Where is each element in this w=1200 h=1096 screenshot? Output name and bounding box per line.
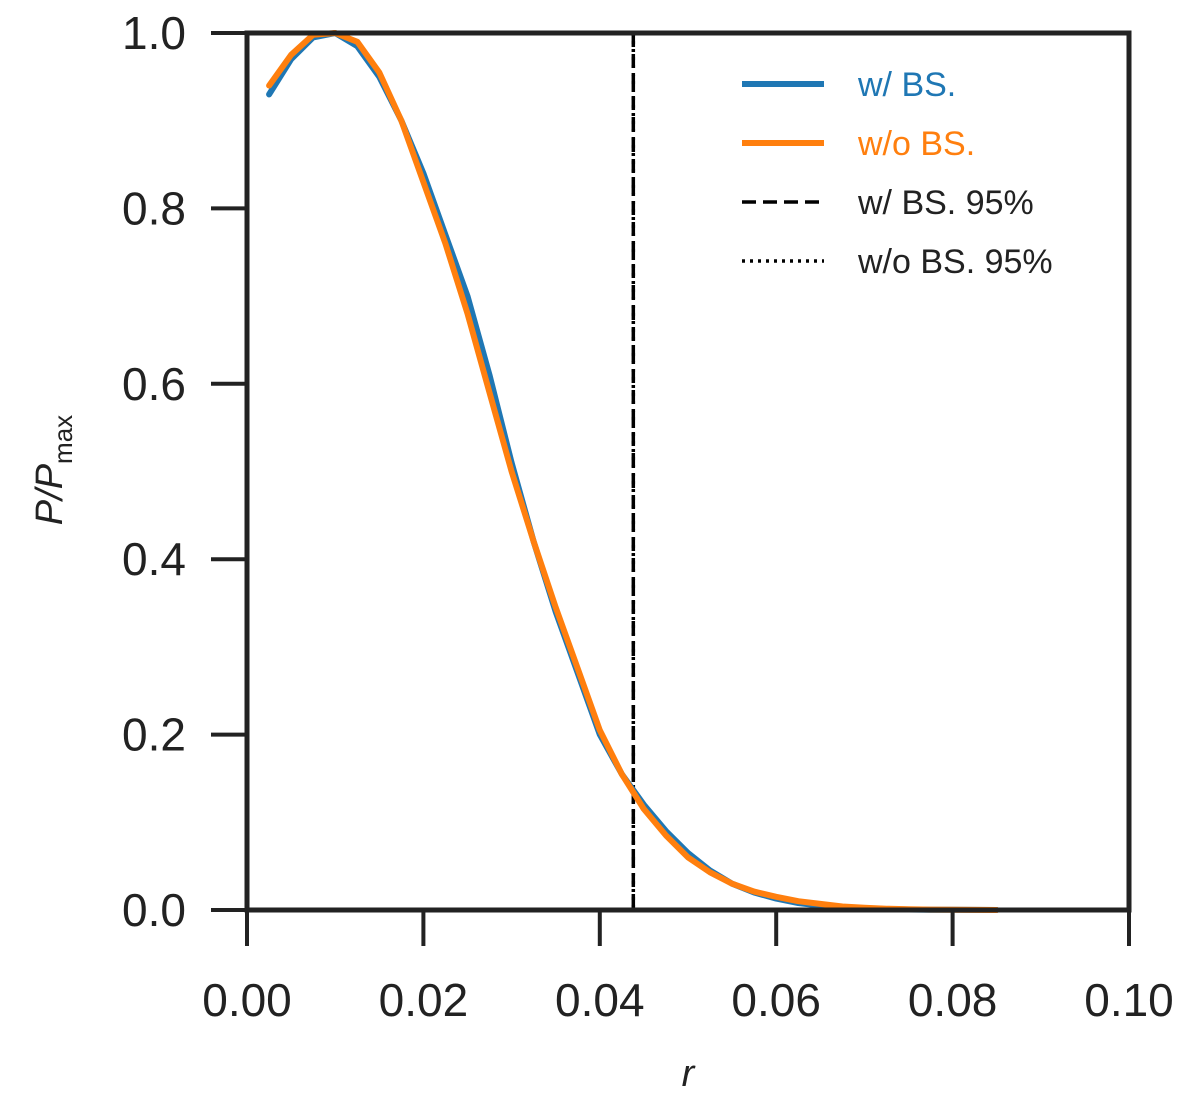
axes: 0.00 0.02 0.04 0.06 0.08 0.10 0.0 0.2 0.4 0.6 0.8 1… <box>122 7 1174 1026</box>
y-tick-label: 0.4 <box>122 533 186 585</box>
plot-frame <box>244 30 1132 913</box>
y-tick-label: 1.0 <box>122 7 186 59</box>
y-tick-label: 0.8 <box>122 182 186 234</box>
y-tick-label: 0.2 <box>122 709 186 761</box>
legend-label-2: w/o BS. <box>857 125 975 163</box>
legend-label-1: w/ BS. <box>857 66 956 104</box>
x-tick-label: 0.04 <box>555 974 645 1026</box>
x-tick-label: 0.00 <box>202 974 292 1026</box>
x-tick-label: 0.10 <box>1084 974 1174 1026</box>
y-axis-label-main: P/P <box>29 463 71 525</box>
y-axis-label: P/Pmax <box>29 415 78 525</box>
legend: w/ BS. w/o BS. w/ BS. 95% w/o BS. 95% <box>742 66 1053 281</box>
legend-label-4: w/o BS. 95% <box>857 243 1053 281</box>
x-axis-label: r <box>682 1053 696 1095</box>
legend-label-3: w/ BS. 95% <box>857 184 1034 222</box>
x-tick-label: 0.02 <box>379 974 469 1026</box>
plot-area <box>266 30 1000 913</box>
y-axis-label-subscript: max <box>48 415 78 464</box>
y-tick-label: 0.6 <box>122 358 186 410</box>
y-tick-label: 0.0 <box>122 884 186 936</box>
x-tick-label: 0.06 <box>731 974 821 1026</box>
x-tick-label: 0.08 <box>908 974 998 1026</box>
